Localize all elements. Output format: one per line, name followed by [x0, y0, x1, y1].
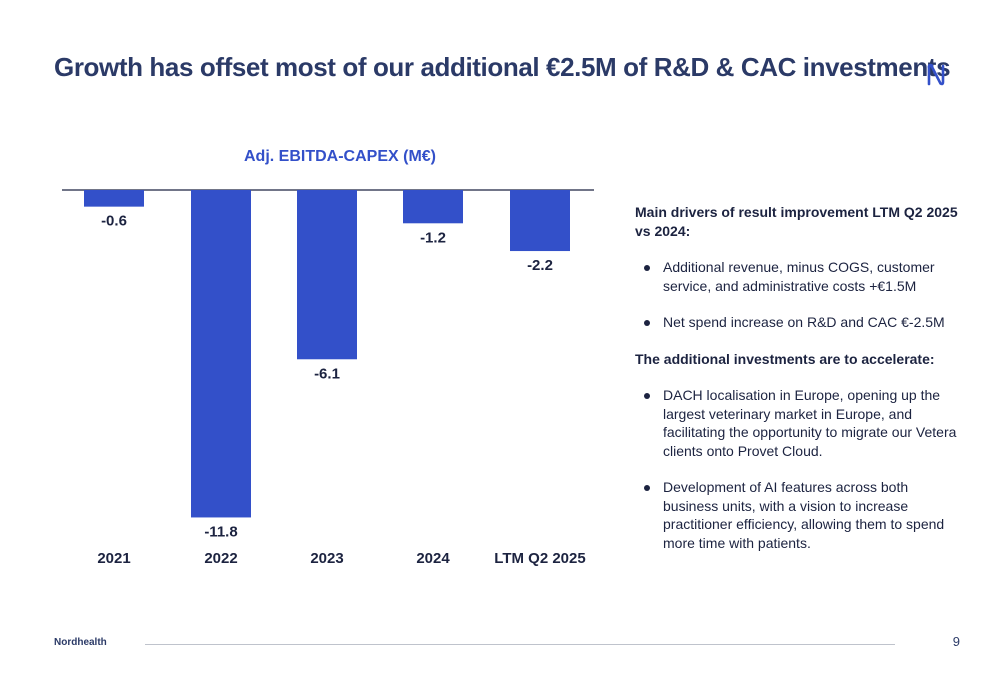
list-item: DACH localisation in Europe, opening up … — [635, 386, 965, 460]
x-tick-label: 2023 — [310, 550, 343, 567]
bar-chart: -0.6 2021 -11.8 2022 -6.1 2023 -1.2 2024 -2.2 LTM… — [62, 189, 594, 567]
bullet-icon — [644, 393, 650, 399]
data-label: -11.8 — [204, 523, 237, 540]
investments-heading: The additional investments are to accele… — [635, 350, 935, 367]
drivers-list: Additional revenue, minus COGS, customer… — [635, 258, 965, 332]
list-item: Additional revenue, minus COGS, customer… — [635, 258, 965, 295]
data-label: -1.2 — [420, 229, 446, 246]
page-number: 9 — [952, 634, 960, 649]
x-tick-label: 2024 — [416, 550, 450, 567]
bar-2024 — [403, 190, 463, 224]
list-item: Net spend increase on R&D and CAC €-2.5M — [635, 313, 965, 332]
drivers-heading: Main drivers of result improvement LTM Q… — [635, 204, 958, 239]
x-tick-label: 2022 — [204, 550, 237, 567]
bullet-icon — [644, 485, 650, 491]
x-tick-label: LTM Q2 2025 — [494, 550, 585, 567]
chart-title: Adj. EBITDA-CAPEX (M€) — [244, 148, 436, 165]
nordhealth-logo-icon — [927, 63, 945, 86]
bar-2022 — [191, 190, 251, 518]
investments-list: DACH localisation in Europe, opening up … — [635, 386, 965, 552]
bullet-icon — [644, 265, 650, 271]
data-label: -0.6 — [101, 213, 127, 230]
footer-brand: Nordhealth — [54, 637, 107, 648]
data-label: -6.1 — [314, 365, 340, 382]
x-tick-label: 2021 — [97, 550, 130, 567]
data-label: -2.2 — [527, 257, 553, 274]
bar-2021 — [84, 190, 144, 207]
list-item: Development of AI features across both b… — [635, 478, 965, 552]
slide-title: Growth has offset most of our additional… — [54, 52, 951, 82]
bar-2023 — [297, 190, 357, 360]
bullet-icon — [644, 320, 650, 326]
footer-divider — [145, 644, 895, 645]
drivers-panel: Main drivers of result improvement LTM Q… — [635, 203, 965, 570]
bar-ltm-q2-2025 — [510, 190, 570, 252]
